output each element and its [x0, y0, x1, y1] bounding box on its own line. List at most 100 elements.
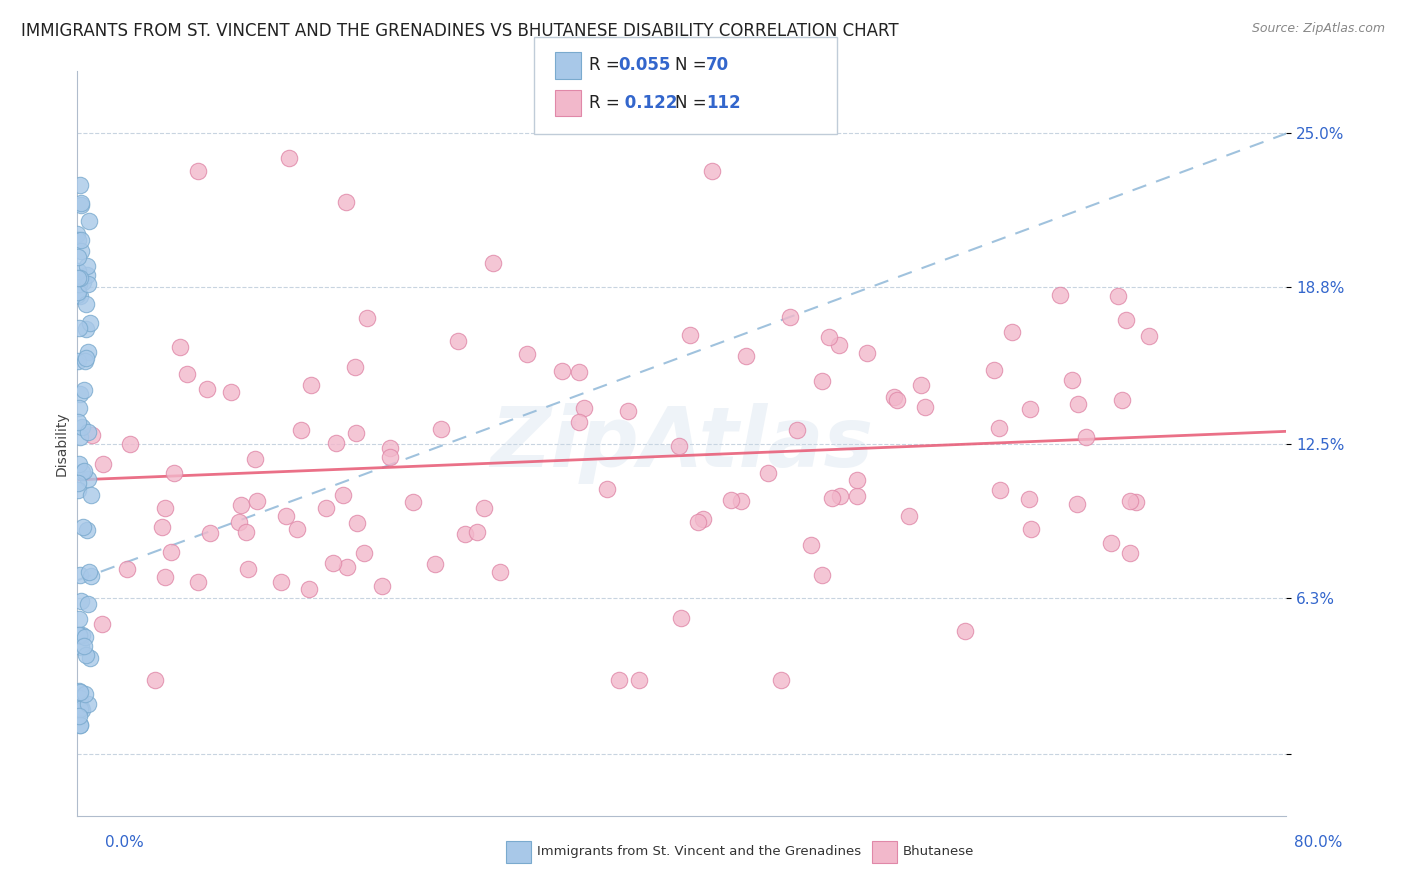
Point — [274, 508, 297, 523]
Point — [472, 501, 495, 516]
Point — [270, 574, 292, 589]
Text: 112: 112 — [706, 94, 741, 112]
Point — [1099, 536, 1122, 550]
Point — [70, 465, 93, 479]
Point — [75, 351, 97, 365]
Point — [66, 227, 89, 241]
Point — [72, 520, 94, 534]
Point — [73, 464, 96, 478]
Point — [69, 717, 91, 731]
Point — [66, 415, 89, 429]
Point — [1062, 373, 1084, 387]
Point — [73, 354, 96, 368]
Point — [90, 616, 112, 631]
Point — [1019, 522, 1042, 536]
Point — [73, 687, 96, 701]
Point — [69, 289, 91, 303]
Point — [811, 374, 834, 388]
Point — [153, 501, 176, 516]
Point — [679, 327, 702, 342]
Point — [77, 345, 100, 359]
Point — [70, 197, 93, 211]
Point — [91, 457, 114, 471]
Point — [285, 522, 308, 536]
Point — [76, 523, 98, 537]
Text: 0.122: 0.122 — [619, 94, 678, 112]
Point — [779, 310, 801, 324]
Point — [69, 178, 91, 192]
Point — [336, 559, 359, 574]
Point — [69, 685, 91, 699]
Point — [883, 390, 905, 404]
Point — [987, 421, 1010, 435]
Text: R =: R = — [589, 94, 626, 112]
Point — [325, 436, 347, 450]
Point — [77, 597, 100, 611]
Text: R =: R = — [589, 56, 626, 74]
Point — [845, 473, 868, 487]
Point — [70, 699, 93, 714]
Point — [353, 545, 375, 559]
Point — [332, 488, 354, 502]
Point — [67, 483, 90, 498]
Point — [76, 425, 98, 439]
Point — [298, 582, 321, 596]
Point — [76, 698, 98, 712]
Point — [568, 365, 591, 379]
Point — [163, 467, 186, 481]
Point — [465, 525, 488, 540]
Point — [953, 624, 976, 638]
Text: N =: N = — [675, 94, 711, 112]
Point — [69, 233, 91, 247]
Point — [67, 628, 90, 642]
Point — [169, 341, 191, 355]
Point — [720, 492, 742, 507]
Point — [429, 422, 451, 436]
Point — [66, 263, 89, 277]
Point — [228, 515, 250, 529]
Point — [159, 545, 181, 559]
Point — [278, 151, 301, 165]
Point — [356, 311, 378, 326]
Point — [245, 452, 267, 467]
Point — [335, 194, 357, 209]
Point — [1019, 402, 1042, 417]
Point — [143, 673, 166, 687]
Point — [73, 639, 96, 653]
Text: 0.055: 0.055 — [619, 56, 671, 74]
Point — [67, 233, 90, 247]
Point — [627, 673, 650, 687]
Point — [817, 330, 839, 344]
Point — [1076, 430, 1098, 444]
Point — [219, 384, 242, 399]
Text: N =: N = — [675, 56, 711, 74]
Text: Immigrants from St. Vincent and the Grenadines: Immigrants from St. Vincent and the Gren… — [537, 846, 862, 858]
Point — [702, 163, 724, 178]
Point — [115, 562, 138, 576]
Point — [246, 494, 269, 508]
Point — [79, 650, 101, 665]
Y-axis label: Disability: Disability — [55, 411, 69, 476]
Point — [235, 524, 257, 539]
Point — [1001, 325, 1024, 339]
Point — [730, 494, 752, 508]
Text: IMMIGRANTS FROM ST. VINCENT AND THE GRENADINES VS BHUTANESE DISABILITY CORRELATI: IMMIGRANTS FROM ST. VINCENT AND THE GREN… — [21, 22, 898, 40]
Point — [845, 489, 868, 503]
Point — [1115, 313, 1137, 327]
Point — [195, 382, 218, 396]
Point — [735, 350, 758, 364]
Point — [344, 425, 367, 440]
Point — [66, 287, 89, 301]
Point — [668, 439, 690, 453]
Point — [828, 337, 851, 351]
Point — [82, 427, 104, 442]
Point — [1118, 547, 1140, 561]
Point — [69, 567, 91, 582]
Point — [1018, 491, 1040, 506]
Point — [66, 271, 89, 285]
Point — [983, 363, 1005, 377]
Point — [66, 475, 89, 490]
Point — [77, 214, 100, 228]
Point — [800, 538, 823, 552]
Point — [80, 569, 103, 583]
